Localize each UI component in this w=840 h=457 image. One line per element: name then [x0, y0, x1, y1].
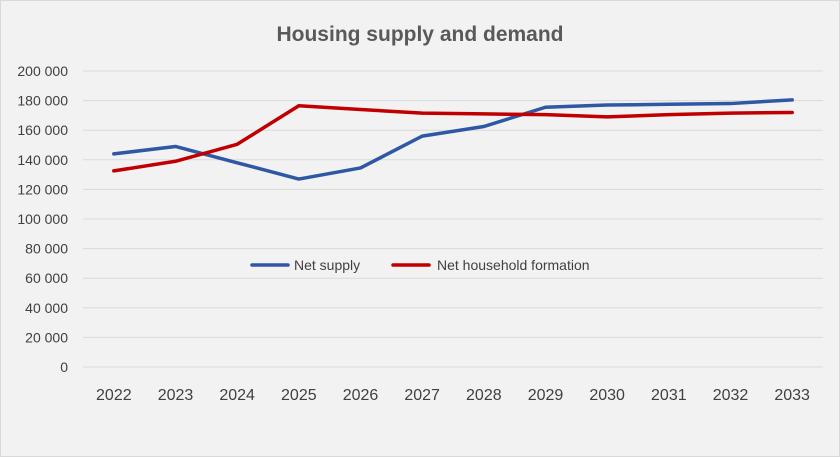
data-point	[297, 177, 301, 181]
data-point	[605, 115, 609, 119]
y-tick-label: 120 000	[17, 181, 68, 197]
x-tick-label: 2032	[713, 387, 749, 404]
data-point	[729, 111, 732, 115]
x-tick-label: 2026	[343, 387, 379, 404]
data-point	[729, 102, 732, 106]
y-tick-label: 20 000	[25, 329, 68, 345]
x-tick-label: 2033	[774, 387, 810, 404]
legend-label: Net household formation	[437, 257, 590, 273]
data-point	[174, 144, 177, 148]
x-tick-label: 2023	[158, 387, 194, 404]
x-tick-label: 2027	[404, 387, 440, 404]
legend-label: Net supply	[294, 257, 360, 273]
data-point	[359, 107, 362, 111]
y-tick-label: 80 000	[25, 241, 68, 257]
legend-item: Net household formation	[391, 257, 590, 273]
x-tick-label: 2031	[651, 387, 687, 404]
data-point	[790, 110, 794, 114]
series-line	[112, 104, 794, 173]
y-tick-label: 140 000	[17, 152, 68, 168]
y-tick-label: 100 000	[17, 211, 68, 227]
data-point	[112, 169, 116, 173]
legend: Net supply Net household formation	[250, 257, 590, 273]
y-tick-label: 200 000	[17, 63, 68, 79]
y-tick-label: 40 000	[25, 300, 68, 316]
gridlines	[83, 70, 823, 368]
series-line	[112, 98, 794, 181]
y-tick-label: 0	[60, 359, 68, 375]
x-tick-label: 2024	[219, 387, 255, 404]
x-axis-tick-labels: 2022 2023 2024 2025 2026 2027 2028 2029 2030 2031…	[96, 387, 810, 404]
x-tick-label: 2022	[96, 387, 132, 404]
series-net-household-formation	[112, 104, 794, 173]
y-axis-tick-labels: 0 20 000 40 000 60 000 80 000 100 000 120 000 1…	[17, 63, 68, 375]
data-point	[420, 134, 424, 138]
data-point	[667, 102, 671, 106]
data-point	[235, 142, 239, 146]
x-tick-label: 2029	[528, 387, 564, 404]
legend-item: Net supply	[250, 257, 360, 273]
data-point	[482, 112, 486, 116]
data-point	[667, 113, 671, 117]
x-tick-label: 2025	[281, 387, 317, 404]
data-point	[544, 105, 547, 109]
data-point	[544, 113, 547, 117]
chart-title: Housing supply and demand	[276, 23, 563, 46]
data-point	[297, 104, 301, 108]
y-tick-label: 60 000	[25, 270, 68, 286]
series-lines	[112, 98, 794, 181]
data-point	[112, 152, 116, 156]
y-tick-label: 180 000	[17, 93, 68, 109]
data-point	[235, 161, 239, 165]
data-point	[790, 98, 794, 102]
data-point	[420, 111, 424, 115]
x-tick-label: 2028	[466, 387, 502, 404]
data-point	[482, 125, 486, 128]
x-tick-label: 2030	[589, 387, 625, 404]
data-point	[174, 159, 177, 163]
series-net-supply	[112, 98, 794, 181]
data-point	[359, 166, 362, 170]
y-tick-label: 160 000	[17, 122, 68, 138]
data-point	[605, 103, 609, 107]
